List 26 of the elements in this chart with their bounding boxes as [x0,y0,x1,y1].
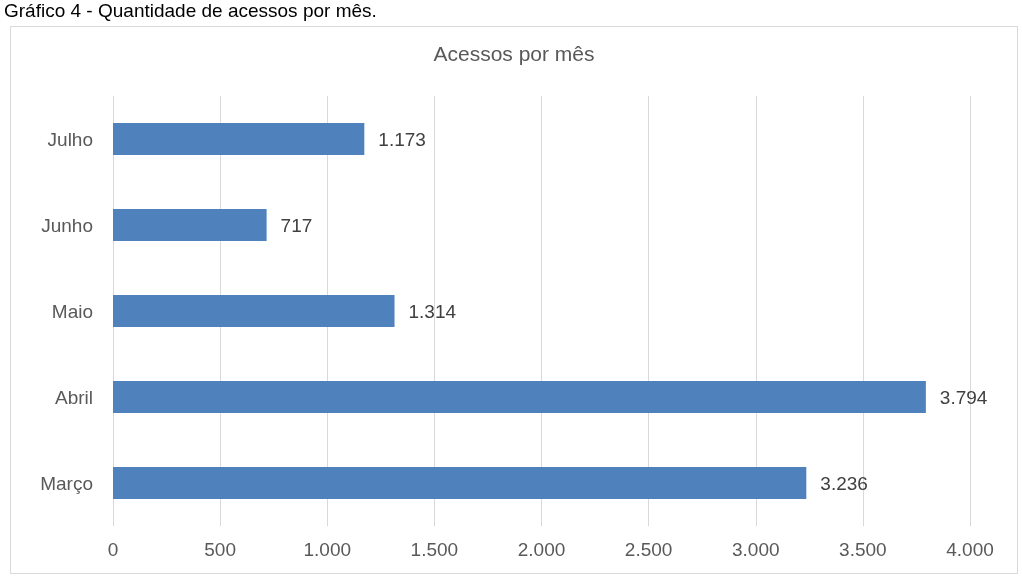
y-tick-label: Abril [54,386,93,408]
bar [113,209,267,241]
x-tick-label: 3.500 [839,539,887,560]
bar [113,467,807,499]
x-tick-label: 1.500 [410,539,459,560]
x-tick-label: 0 [107,539,119,560]
y-tick-label: Junho [41,214,93,236]
text: Gráfico 4 - Quantidade de acessos por mês. [4,0,377,22]
x-tick-label: 3.000 [731,539,780,560]
data-label: 717 [280,214,313,236]
y-tick-label: Julho [47,128,93,150]
x-tick-label: 500 [204,539,236,560]
x-tick-label: 4.000 [946,539,994,560]
chart-title: Acessos por mês [433,42,595,65]
bar [113,381,926,413]
x-tick-label: 1.000 [303,539,352,560]
data-label: 1.314 [408,300,457,322]
y-tick-label: Março [40,472,93,494]
data-label: 3.794 [939,386,988,408]
data-label: 3.236 [820,472,868,494]
bar [113,123,365,155]
y-tick-label: Maio [51,300,93,322]
x-tick-label: 2.500 [624,539,673,560]
bar [113,295,395,327]
x-tick-label: 2.000 [517,539,566,560]
data-label: 1.173 [378,128,426,150]
